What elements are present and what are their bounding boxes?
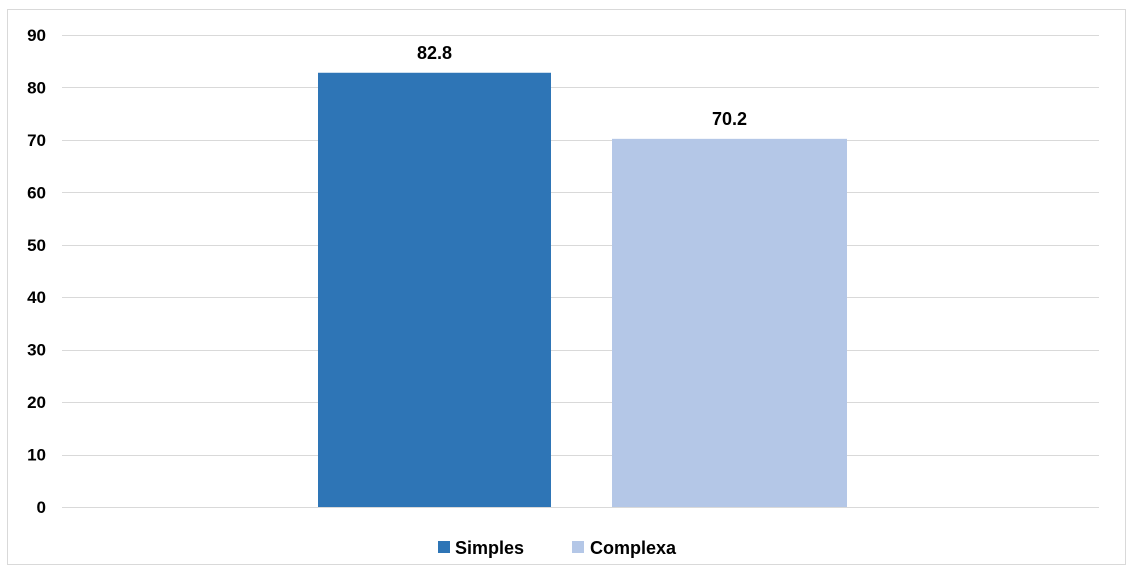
legend-label-simples: Simples [455, 538, 524, 558]
y-tick-label-50: 50 [27, 236, 46, 255]
legend-label-complexa: Complexa [590, 538, 677, 558]
y-tick-label-0: 0 [37, 498, 46, 517]
y-tick-label-70: 70 [27, 131, 46, 150]
y-tick-label-10: 10 [27, 446, 46, 465]
bars [318, 72, 847, 507]
data-label-complexa: 70.2 [712, 109, 747, 129]
y-tick-label-80: 80 [27, 78, 46, 97]
bar-complexa [612, 138, 847, 507]
legend-swatch-complexa [572, 541, 584, 553]
y-tick-label-40: 40 [27, 288, 46, 307]
legend: Simples Complexa [438, 538, 677, 558]
chart-frame [7, 9, 1126, 565]
legend-swatch-simples [438, 541, 450, 553]
y-tick-label-90: 90 [27, 26, 46, 45]
gridlines [62, 35, 1099, 508]
bar-simples [318, 72, 551, 507]
data-labels: 82.8 70.2 [417, 43, 747, 129]
y-axis-tick-labels: 0 10 20 30 40 50 60 70 80 90 [27, 26, 46, 517]
data-label-simples: 82.8 [417, 43, 452, 63]
y-tick-label-20: 20 [27, 393, 46, 412]
y-tick-label-30: 30 [27, 341, 46, 360]
y-tick-label-60: 60 [27, 183, 46, 202]
